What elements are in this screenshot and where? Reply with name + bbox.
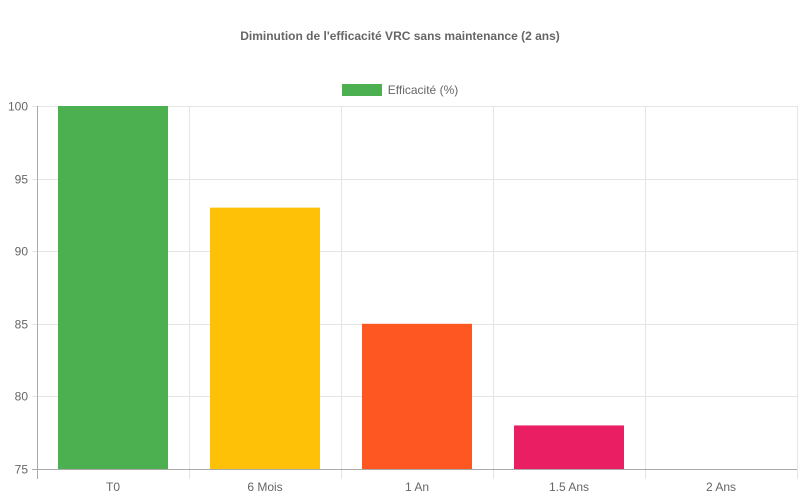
y-tick-label: 80	[15, 390, 29, 404]
bar-1-an	[362, 323, 472, 469]
bar-1-5-ans	[514, 425, 624, 469]
y-tick-label: 85	[15, 318, 29, 332]
y-tick-label: 95	[15, 173, 29, 187]
chart-title: Diminution de l'efficacité VRC sans main…	[240, 29, 560, 43]
x-tick-label: 2 Ans	[706, 480, 736, 494]
y-tick-label: 75	[15, 463, 29, 477]
bar-t0	[58, 106, 168, 469]
y-tick-label: 90	[15, 245, 29, 259]
legend-label: Efficacité (%)	[387, 83, 459, 97]
x-tick-label: T0	[106, 480, 120, 494]
bar-6-mois	[210, 207, 320, 469]
x-tick-label: 1 An	[405, 480, 429, 494]
legend-swatch	[341, 84, 382, 96]
y-tick-label: 100	[8, 100, 28, 114]
legend[interactable]: Efficacité (%)	[0, 83, 800, 97]
x-tick-label: 6 Mois	[247, 480, 282, 494]
x-tick-label: 1.5 Ans	[549, 480, 589, 494]
